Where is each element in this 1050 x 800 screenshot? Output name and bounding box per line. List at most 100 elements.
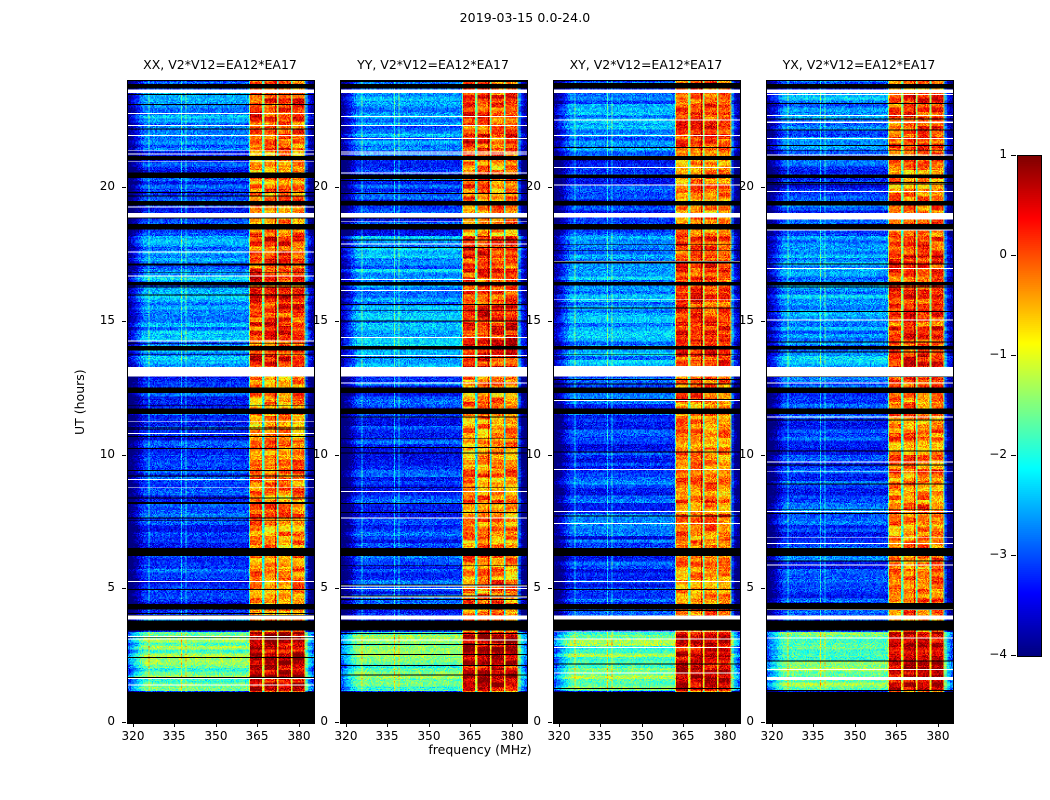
y-tick-label: 15: [525, 313, 541, 327]
x-tick-label: 365: [245, 729, 269, 743]
colorbar-tick: [1011, 455, 1016, 456]
y-tick-label: 15: [738, 313, 754, 327]
y-tick-label: 10: [738, 447, 754, 461]
y-tick: [122, 455, 126, 456]
waterfall-panel-xx[interactable]: [127, 80, 315, 724]
colorbar-tick: [1011, 155, 1016, 156]
panel-title-xy: XY, V2*V12=EA12*EA17: [569, 57, 723, 72]
x-tick-label: 350: [204, 729, 228, 743]
y-tick-label: 10: [525, 447, 541, 461]
y-tick: [761, 722, 765, 723]
y-tick: [335, 588, 339, 589]
waterfall-image-yy: [341, 81, 527, 723]
y-tick: [761, 321, 765, 322]
colorbar-tick-label: 0: [999, 247, 1007, 261]
y-tick-label: 20: [99, 179, 115, 193]
x-tick-label: 320: [547, 729, 571, 743]
x-tick-label: 380: [713, 729, 737, 743]
x-tick: [683, 723, 684, 727]
x-tick: [559, 723, 560, 727]
colorbar-tick-label: −3: [989, 547, 1007, 561]
x-tick-label: 335: [162, 729, 186, 743]
waterfall-image-xy: [554, 81, 740, 723]
x-tick: [216, 723, 217, 727]
y-tick: [548, 722, 552, 723]
x-tick: [813, 723, 814, 727]
y-tick-label: 0: [107, 714, 115, 728]
x-tick-label: 320: [760, 729, 784, 743]
y-tick: [335, 187, 339, 188]
x-tick-label: 350: [417, 729, 441, 743]
panel-title-yy: YY, V2*V12=EA12*EA17: [357, 57, 509, 72]
x-tick-label: 335: [588, 729, 612, 743]
x-tick: [938, 723, 939, 727]
y-tick-label: 0: [320, 714, 328, 728]
y-tick-label: 5: [746, 580, 754, 594]
waterfall-image-yx: [767, 81, 953, 723]
x-tick-label: 350: [630, 729, 654, 743]
x-tick-label: 350: [843, 729, 867, 743]
y-tick-label: 10: [99, 447, 115, 461]
y-tick: [548, 588, 552, 589]
panel-title-yx: YX, V2*V12=EA12*EA17: [782, 57, 936, 72]
x-tick-label: 365: [458, 729, 482, 743]
x-axis-label: frequency (MHz): [428, 742, 532, 757]
x-tick: [600, 723, 601, 727]
y-tick: [122, 321, 126, 322]
y-tick-label: 5: [320, 580, 328, 594]
x-tick-label: 320: [121, 729, 145, 743]
colorbar[interactable]: [1017, 155, 1042, 657]
y-tick: [761, 187, 765, 188]
x-tick-label: 365: [884, 729, 908, 743]
x-tick: [257, 723, 258, 727]
x-tick-label: 335: [801, 729, 825, 743]
x-tick: [346, 723, 347, 727]
y-tick: [335, 722, 339, 723]
colorbar-tick-label: −4: [989, 647, 1007, 661]
x-tick: [429, 723, 430, 727]
x-tick: [772, 723, 773, 727]
x-tick-label: 380: [287, 729, 311, 743]
y-tick-label: 20: [738, 179, 754, 193]
colorbar-tick: [1011, 355, 1016, 356]
colorbar-tick: [1011, 655, 1016, 656]
x-tick: [896, 723, 897, 727]
panel-title-xx: XX, V2*V12=EA12*EA17: [143, 57, 297, 72]
y-tick-label: 20: [525, 179, 541, 193]
waterfall-panel-yx[interactable]: [766, 80, 954, 724]
y-tick-label: 5: [533, 580, 541, 594]
x-tick: [133, 723, 134, 727]
colorbar-tick: [1011, 555, 1016, 556]
x-tick: [642, 723, 643, 727]
x-tick-label: 320: [334, 729, 358, 743]
x-tick-label: 380: [500, 729, 524, 743]
y-tick-label: 10: [312, 447, 328, 461]
x-tick-label: 335: [375, 729, 399, 743]
y-tick: [761, 588, 765, 589]
waterfall-panel-xy[interactable]: [553, 80, 741, 724]
colorbar-tick-label: −1: [989, 347, 1007, 361]
y-tick-label: 20: [312, 179, 328, 193]
waterfall-panel-yy[interactable]: [340, 80, 528, 724]
x-tick-label: 365: [671, 729, 695, 743]
x-tick: [299, 723, 300, 727]
x-tick: [174, 723, 175, 727]
y-tick: [548, 187, 552, 188]
colorbar-tick-label: −2: [989, 447, 1007, 461]
x-tick: [512, 723, 513, 727]
y-tick-label: 15: [99, 313, 115, 327]
y-tick-label: 15: [312, 313, 328, 327]
x-tick: [387, 723, 388, 727]
y-tick: [548, 455, 552, 456]
y-axis-label: UT (hours): [72, 369, 87, 435]
y-tick: [122, 187, 126, 188]
figure-suptitle: 2019-03-15 0.0-24.0: [459, 10, 591, 25]
y-tick-label: 0: [533, 714, 541, 728]
y-tick-label: 0: [746, 714, 754, 728]
y-tick: [335, 321, 339, 322]
y-tick: [761, 455, 765, 456]
y-tick: [548, 321, 552, 322]
y-tick: [122, 722, 126, 723]
colorbar-gradient: [1018, 156, 1041, 656]
